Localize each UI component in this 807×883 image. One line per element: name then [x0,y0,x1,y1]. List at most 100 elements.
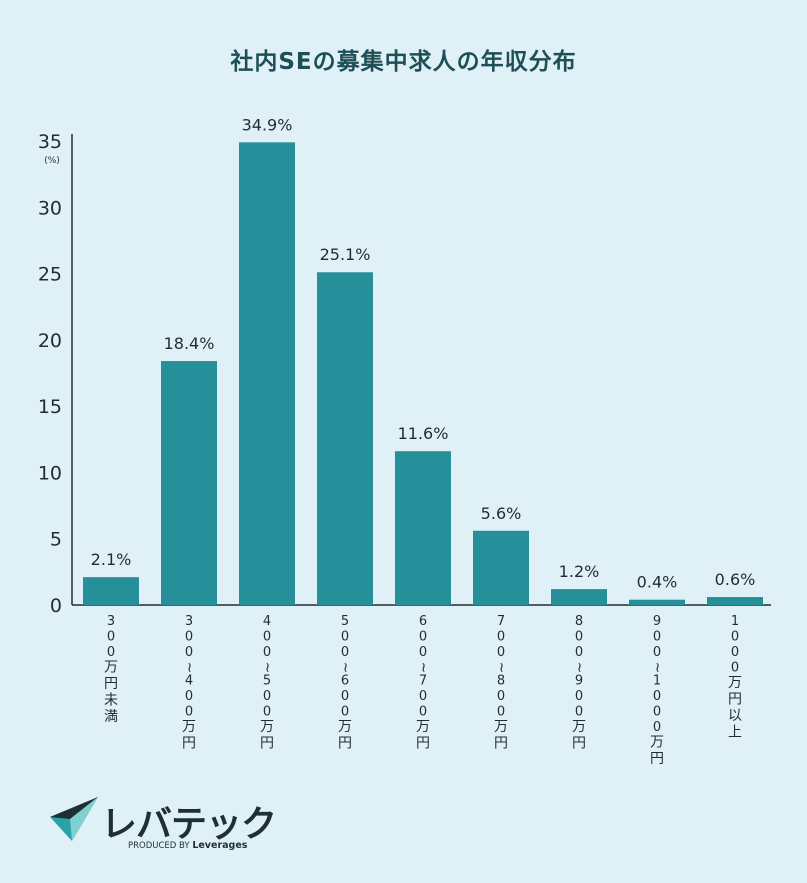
category-label-char: 0 [497,630,505,645]
category-label-char: 4 [263,614,271,629]
category-label-char: 円 [728,692,742,708]
category-label-char: 4 [185,674,193,689]
category-label-char: 1 [653,674,661,689]
category-label-char: 6 [341,674,349,689]
category-label-char: 0 [185,645,193,660]
category-label-char: 0 [263,705,271,720]
data-label: 5.6% [481,504,522,523]
category-label-char: 0 [575,630,583,645]
category-label-char: 円 [104,676,118,692]
data-label: 34.9% [242,115,293,134]
category-label-char: 円 [182,736,196,752]
category-label-char: 円 [416,736,430,752]
category-label-char: 3 [185,614,193,629]
logo-produced-by: PRODUCED BY Leverages [128,840,247,851]
category-label-char: 0 [419,645,427,660]
levtech-logo: レバテック PRODUCED BY Leverages [48,795,278,855]
category-label-char: 0 [107,630,115,645]
logo-produced-by-label: PRODUCED BY [128,841,190,851]
data-label: 25.1% [320,245,371,264]
data-label: 11.6% [398,424,449,443]
category-label-char: 6 [419,614,427,629]
data-label: 18.4% [164,334,215,353]
category-label-char: 0 [653,630,661,645]
y-tick-label: 25 [38,264,62,286]
category-label-char: 0 [263,645,271,660]
category-label-char: ~ [571,662,587,674]
category-label-char: 0 [341,630,349,645]
category-label-char: 0 [107,645,115,660]
category-label-char: 万 [494,719,508,735]
category-label-char: 0 [497,689,505,704]
bar [395,451,451,605]
y-tick-label: 15 [38,396,62,418]
y-tick-label: 35 [38,131,62,153]
category-label-char: 0 [341,705,349,720]
bar [83,577,139,605]
data-label: 0.6% [715,570,756,589]
category-label-char: 0 [185,630,193,645]
category-label-char: 円 [572,736,586,752]
category-label-char: ~ [259,662,275,674]
category-label-char: 0 [575,689,583,704]
category-label-char: 0 [185,705,193,720]
category-label-char: 0 [653,705,661,720]
category-label-char: 万 [416,719,430,735]
bar [473,530,529,605]
category-label-char: 上 [728,725,742,741]
y-tick-label: 0 [50,595,62,617]
category-label-char: 円 [260,736,274,752]
category-label-char: 0 [419,689,427,704]
category-label-char: 万 [104,660,118,676]
category-label-char: 7 [497,614,505,629]
category-label-char: 0 [653,720,661,735]
category-label-char: 万 [338,719,352,735]
logo-mark-icon [50,797,98,841]
bar [551,589,607,605]
data-label: 0.4% [637,573,678,592]
logo-brand: Leverages [192,840,248,851]
category-label-char: 3 [107,614,115,629]
bar [239,142,295,605]
category-label-char: 0 [185,689,193,704]
category-label-char: 0 [497,645,505,660]
category-label-char: 円 [338,736,352,752]
category-label-char: 円 [494,736,508,752]
y-tick-label: 5 [50,529,62,551]
bar [707,597,763,605]
logo-wordmark: レバテック [101,804,277,845]
y-tick-label: 10 [38,462,62,484]
category-label-char: ~ [493,662,509,674]
category-label-char: 0 [731,645,739,660]
y-tick-label: 30 [38,197,62,219]
category-label-char: 0 [653,645,661,660]
data-label: 1.2% [559,562,600,581]
bar [629,599,685,605]
category-label-char: 0 [731,630,739,645]
category-label-char: 1 [731,614,739,629]
category-label-char: 8 [497,674,505,689]
category-label-char: 7 [419,674,427,689]
category-label-char: 0 [419,705,427,720]
bar-chart: 05101520253035(%)2.1%300万円未満18.4%300~400… [38,115,771,767]
category-label-char: 0 [341,689,349,704]
category-label-char: 満 [104,709,118,725]
category-label-char: 万 [182,719,196,735]
category-label-char: ~ [649,662,665,674]
bar [161,361,217,605]
y-tick-label: 20 [38,330,62,352]
chart-title: 社内SEの募集中求人の年収分布 [230,49,577,75]
category-label-char: 8 [575,614,583,629]
category-label-char: ~ [181,662,197,674]
category-label-char: 5 [341,614,349,629]
category-label-char: ~ [415,662,431,674]
category-label-char: 以 [728,708,742,724]
category-label-char: 9 [575,674,583,689]
category-label-char: 未 [104,693,118,709]
category-label-char: 円 [650,751,664,767]
category-label-char: ~ [337,662,353,674]
category-label-char: 0 [731,661,739,676]
category-label-char: 0 [263,689,271,704]
data-label: 2.1% [91,550,132,569]
category-label-char: 万 [728,675,742,691]
